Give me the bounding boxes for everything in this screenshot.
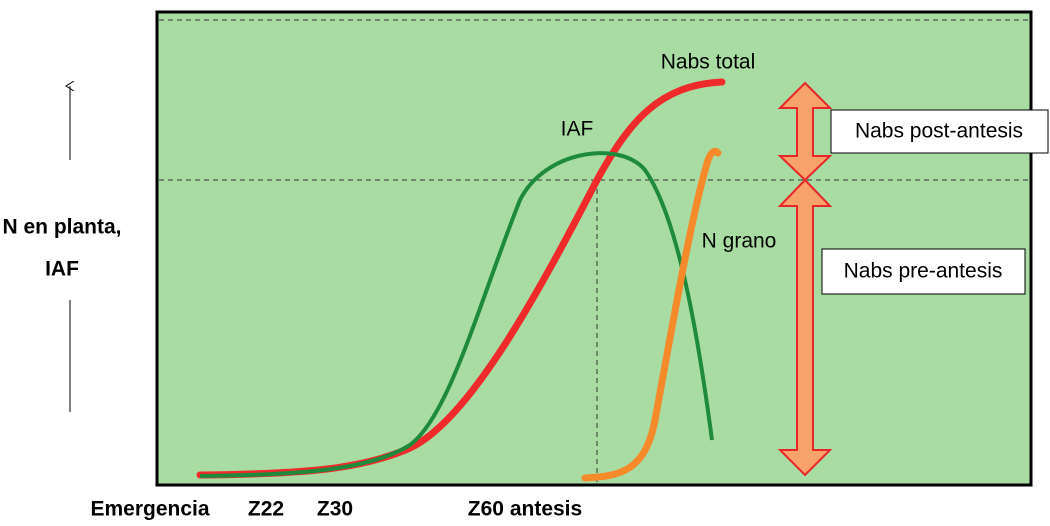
label-box <box>830 109 1049 154</box>
box-label: Nabs post-antesis <box>855 120 1023 143</box>
x-label: Z60 antesis <box>468 498 582 521</box>
iaf-curve <box>199 151 714 478</box>
x-label: Emergencia <box>90 498 209 521</box>
box-label: Nabs pre-antesis <box>844 260 1003 283</box>
label-box <box>821 248 1026 295</box>
pre-antesis-arrow <box>777 178 833 477</box>
curve-label: IAF <box>561 118 594 141</box>
y-axis-label: N en planta, <box>2 216 121 239</box>
n-grano-curve <box>581 147 722 482</box>
x-label: Z30 <box>317 498 353 521</box>
y-axis-label: IAF <box>45 258 79 281</box>
curve-label: N grano <box>702 230 777 253</box>
curve-label: Nabs total <box>661 51 756 74</box>
x-label: Z22 <box>248 498 284 521</box>
